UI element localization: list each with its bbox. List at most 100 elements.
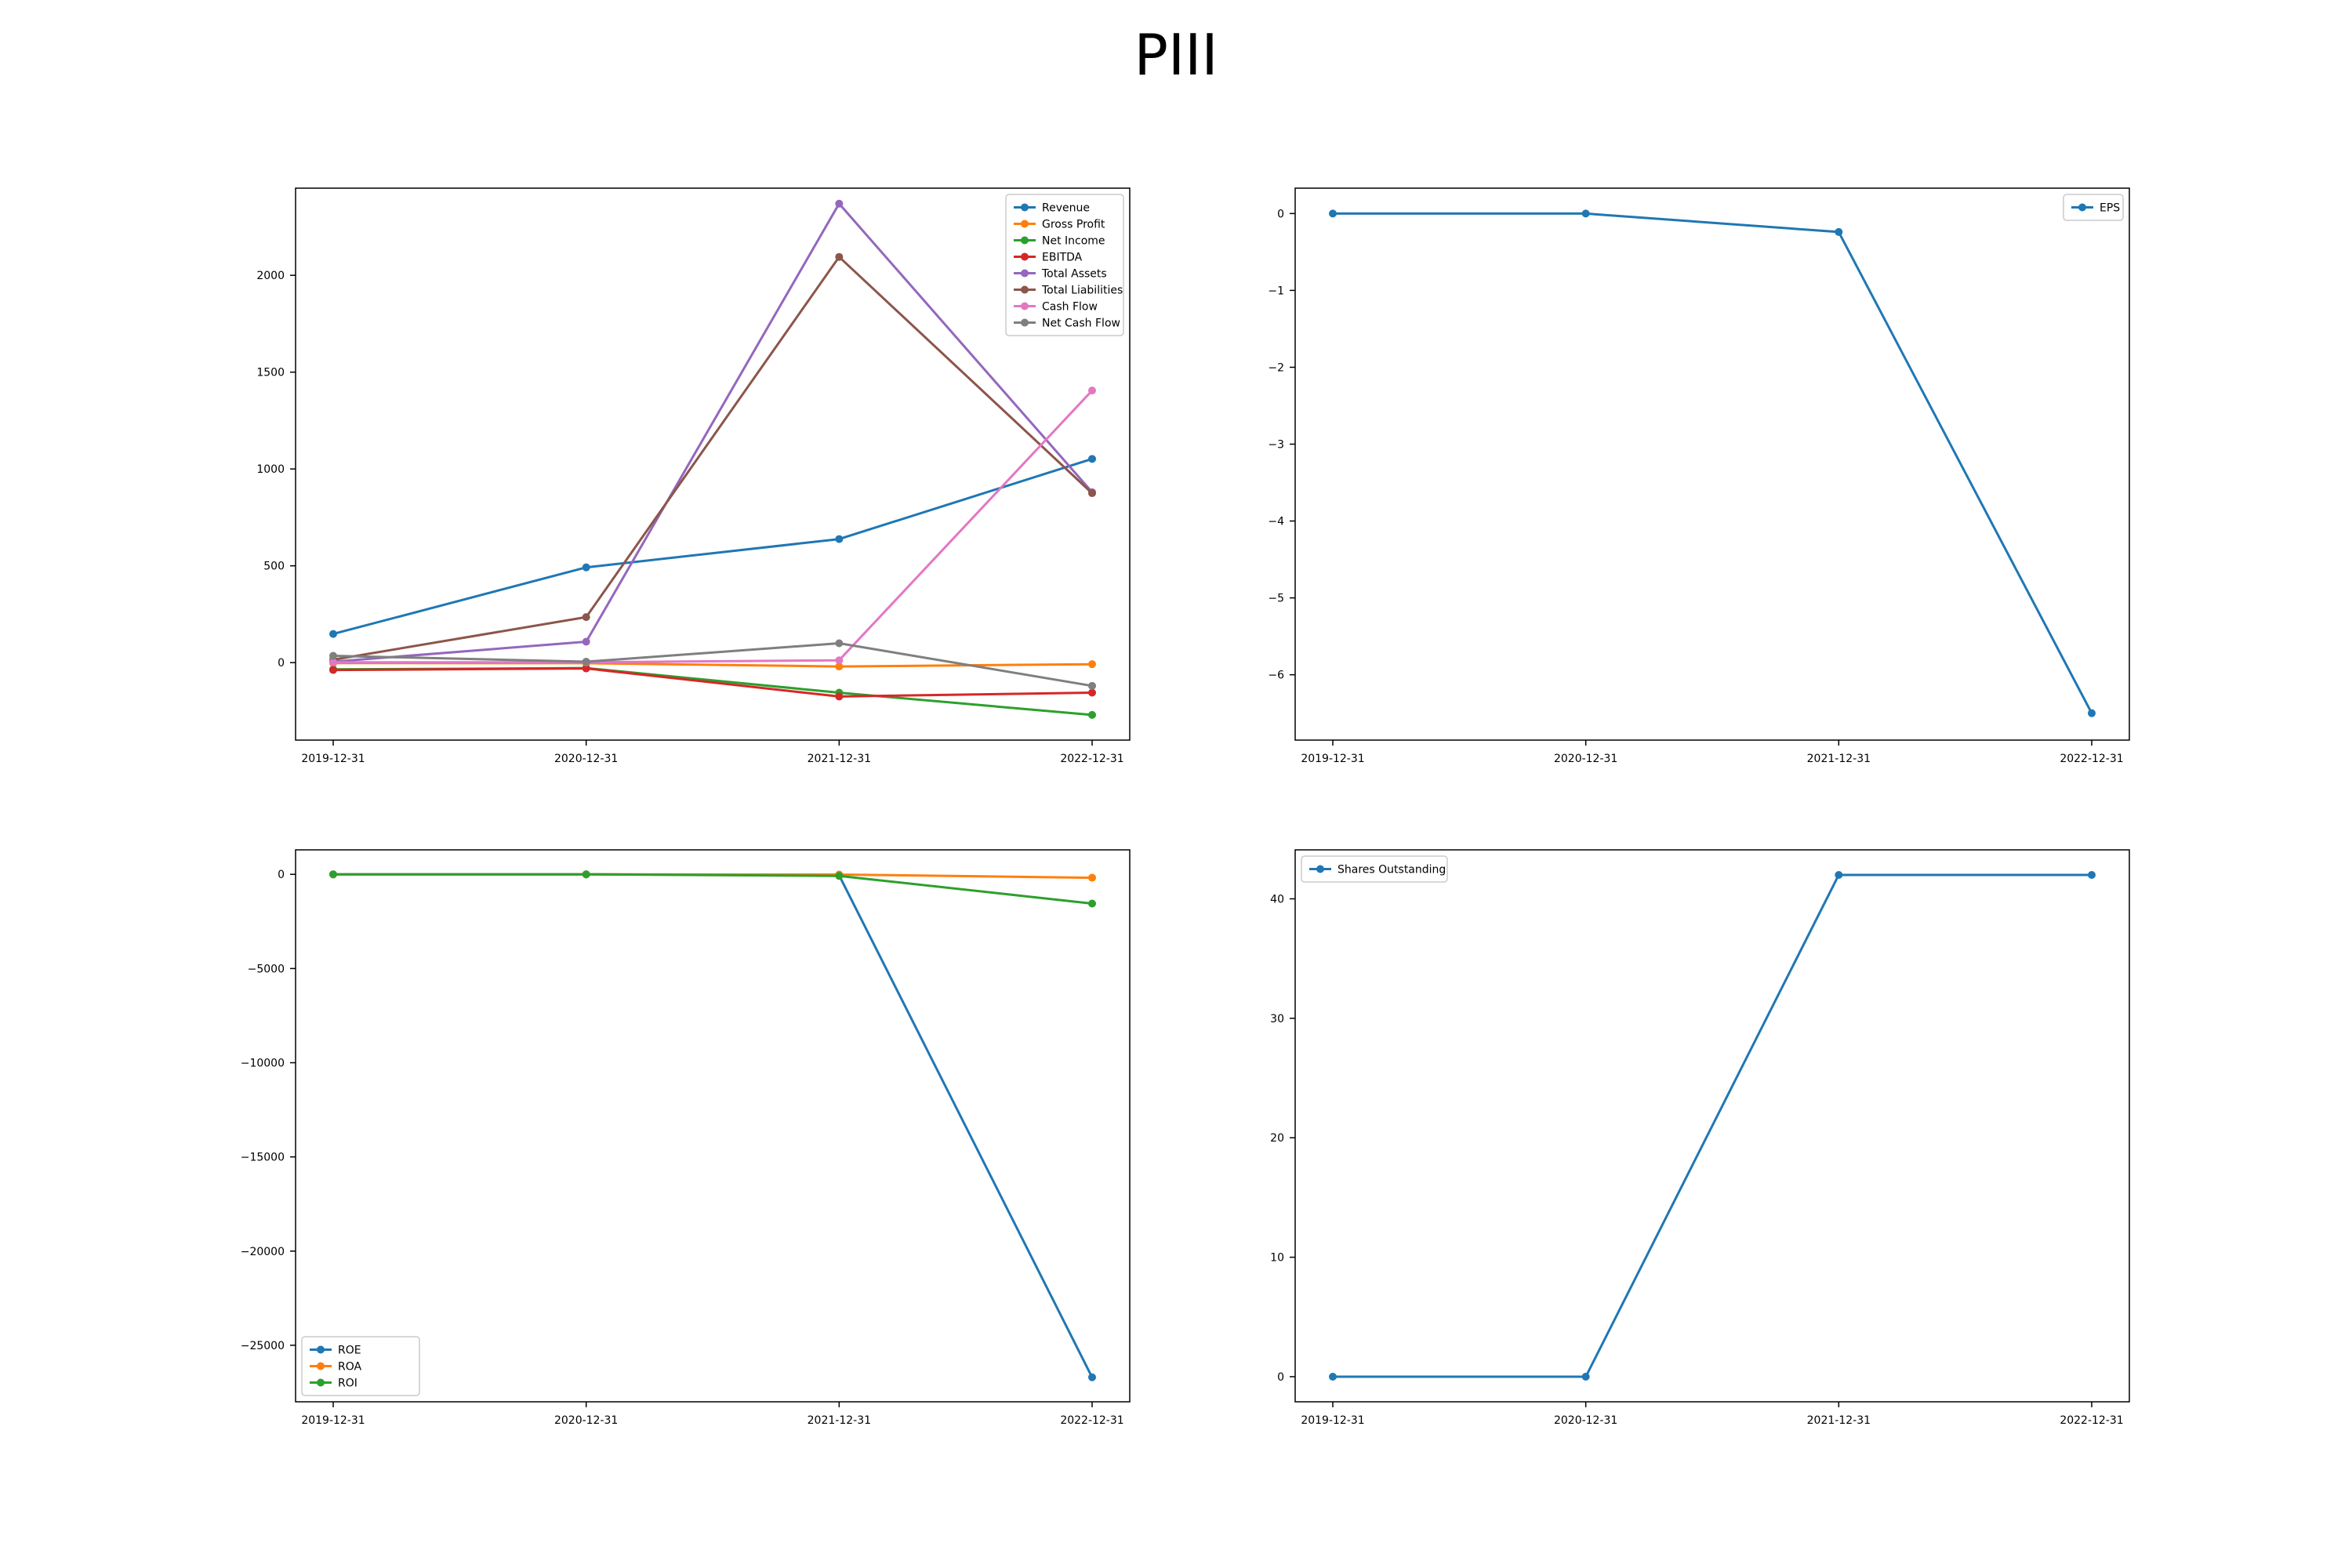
data-point — [1088, 681, 1096, 690]
legend-entry: Net Income — [1042, 235, 1105, 248]
y-tick-label: −10000 — [241, 1058, 285, 1070]
series-line-7 — [332, 642, 1093, 688]
legend-marker — [1021, 220, 1029, 228]
y-tick-label: −1 — [1268, 285, 1284, 297]
y-tick-label: 2000 — [256, 270, 285, 282]
legend: ROE ROA ROI — [301, 1336, 420, 1396]
data-point — [835, 692, 844, 701]
data-point — [1088, 899, 1096, 908]
legend: Revenue Gross Profit Net Income EBITDA Total… — [1005, 194, 1124, 336]
data-point — [835, 199, 844, 208]
series-line-4 — [332, 202, 1094, 663]
data-point — [1329, 209, 1337, 218]
y-tick-label: −6 — [1268, 670, 1284, 682]
x-tick-label: 2020-12-31 — [554, 753, 618, 765]
data-point — [835, 535, 844, 543]
series-line-3 — [332, 667, 1093, 698]
y-tick-label: −4 — [1268, 516, 1284, 528]
data-point — [1835, 227, 1843, 236]
series-line-6 — [333, 390, 1094, 664]
y-tick-label: −25000 — [241, 1340, 285, 1352]
chart-panel-eps: 2019-12-31 2020-12-31 2021-12-31 2022-12-31… — [1268, 187, 2130, 765]
series-line-0 — [1333, 873, 2092, 1378]
data-point — [1088, 710, 1096, 719]
y-tick-label: 1500 — [256, 367, 285, 379]
legend-entry: EPS — [2100, 202, 2120, 215]
y-tick-label: −5 — [1268, 593, 1284, 605]
series-line-0 — [1333, 212, 2093, 714]
legend-marker — [1021, 285, 1029, 294]
axes-frame — [295, 849, 1131, 1403]
x-tick-label: 2021-12-31 — [1807, 753, 1871, 765]
axes-frame — [1294, 849, 2130, 1403]
y-tick-label: 0 — [278, 869, 285, 881]
legend-entry: Total Liabilities — [1041, 285, 1123, 297]
chart-panel-shares: 2019-12-31 2020-12-31 2021-12-31 2022-12-31… — [1270, 849, 2130, 1427]
data-point — [582, 563, 590, 572]
data-point — [329, 630, 337, 638]
legend-marker — [2078, 203, 2086, 212]
data-point — [1581, 209, 1590, 218]
data-point — [1088, 387, 1096, 395]
legend-entry: Gross Profit — [1042, 219, 1105, 231]
x-tick-label: 2019-12-31 — [301, 1414, 365, 1427]
y-tick-label: 30 — [1270, 1013, 1284, 1025]
y-tick-label: 40 — [1270, 893, 1284, 906]
x-tick-label: 2022-12-31 — [2060, 1414, 2123, 1427]
x-tick-label: 2020-12-31 — [1554, 1414, 1617, 1427]
axes-frame — [295, 187, 1131, 741]
data-point — [835, 872, 844, 880]
data-point — [2088, 709, 2096, 717]
legend-entry: ROA — [338, 1361, 362, 1374]
legend-entry: Revenue — [1042, 202, 1090, 215]
data-point — [1088, 660, 1096, 669]
data-point — [582, 657, 590, 666]
x-tick-label: 2022-12-31 — [1060, 753, 1123, 765]
data-point — [1088, 873, 1096, 882]
y-tick-label: −2 — [1268, 361, 1284, 374]
series-line-2 — [333, 873, 1093, 905]
x-tick-label: 2022-12-31 — [1060, 1414, 1123, 1427]
series-line-2 — [332, 666, 1093, 717]
x-tick-label: 2019-12-31 — [301, 753, 365, 765]
legend-marker — [1021, 302, 1029, 310]
data-point — [1581, 1373, 1590, 1381]
legend-entry: ROI — [338, 1377, 358, 1390]
legend-marker — [317, 1345, 325, 1354]
legend-marker — [1316, 865, 1324, 873]
data-point — [329, 652, 337, 660]
data-point — [1088, 455, 1096, 463]
x-tick-label: 2019-12-31 — [1301, 753, 1364, 765]
legend-entry: Shares Outstanding — [1338, 864, 1446, 877]
legend-marker — [1021, 236, 1029, 245]
legend-marker — [317, 1378, 325, 1387]
series-line-0 — [332, 457, 1093, 636]
x-tick-label: 2019-12-31 — [1301, 1414, 1364, 1427]
data-point — [329, 666, 337, 674]
legend-entry: Net Cash Flow — [1042, 318, 1120, 330]
legend-box — [1005, 194, 1124, 336]
chart-panel-ratios: 2019-12-31 2020-12-31 2021-12-31 2022-12-31… — [241, 849, 1131, 1427]
legend-entry: Total Assets — [1041, 268, 1107, 281]
legend-marker — [1021, 203, 1029, 212]
data-point — [582, 664, 590, 673]
y-tick-label: −3 — [1268, 439, 1284, 452]
data-point — [582, 613, 590, 622]
data-point — [329, 658, 337, 666]
data-point — [835, 656, 844, 665]
x-tick-label: 2020-12-31 — [554, 1414, 618, 1427]
data-point — [1835, 871, 1843, 879]
chart-panel-financials: 2019-12-31 2020-12-31 2021-12-31 2022-12-31… — [256, 187, 1131, 765]
figure-title: PIII — [1134, 22, 1218, 88]
data-point — [835, 639, 844, 648]
legend-entry: ROE — [338, 1345, 361, 1357]
y-tick-label: 1000 — [256, 463, 285, 476]
y-tick-label: 0 — [1277, 1371, 1284, 1384]
data-point — [582, 637, 590, 646]
y-tick-label: −5000 — [248, 963, 285, 975]
axes-frame — [1294, 187, 2130, 741]
data-point — [835, 662, 844, 671]
data-point — [329, 870, 337, 879]
legend-marker — [1021, 318, 1029, 327]
